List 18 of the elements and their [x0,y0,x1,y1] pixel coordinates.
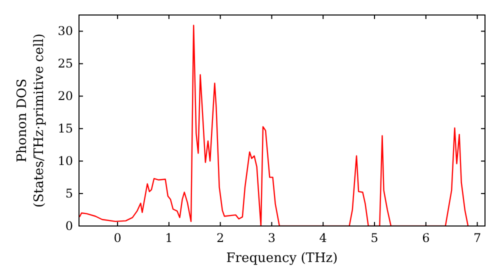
y-tick-label: 10 [58,154,73,168]
x-tick-label: 7 [473,231,482,245]
y-tick-label: 20 [58,89,73,104]
y-tick-label: 5 [65,186,73,201]
x-tick-label: 2 [216,231,224,245]
y-tick-label: 15 [58,122,73,136]
x-tick-label: 3 [268,231,276,245]
x-tick-label: 4 [319,231,328,245]
line-series [79,24,469,226]
y-tick-label: 0 [65,219,73,233]
y-tick-label: 25 [58,56,73,71]
y-tick-label: 30 [58,24,73,38]
x-tick-label: 6 [422,231,430,245]
x-axis-title: Frequency (THz) [226,251,338,266]
x-tick-label: 1 [165,231,173,245]
x-tick-label: 5 [370,231,378,245]
x-tick-label: 0 [114,231,122,245]
y-axis-title: Phonon DOS (States/THz·primitive cell) [15,33,47,208]
